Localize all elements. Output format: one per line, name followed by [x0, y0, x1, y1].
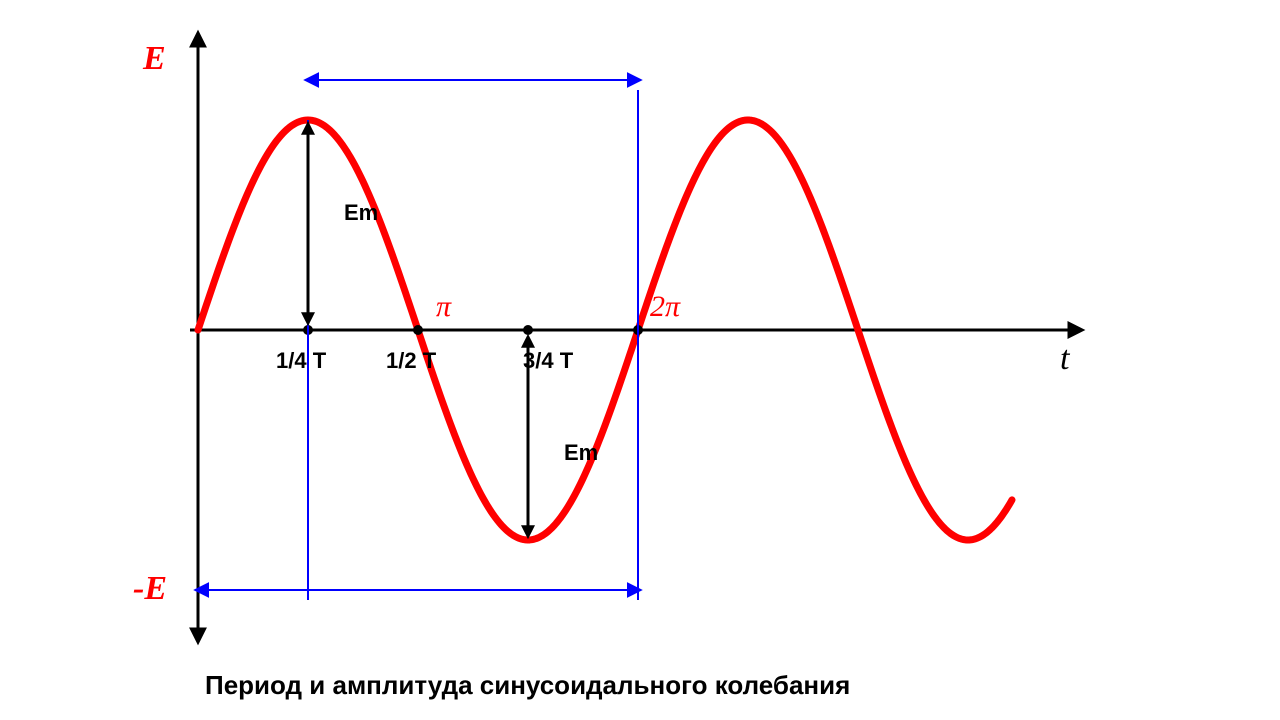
y-axis-label-negative: -E: [133, 570, 167, 608]
sine-diagram: E -E t 1/4 T 1/2 T 3/4 T π 2π Em Em Пери…: [0, 0, 1280, 720]
x-axis-label: t: [1060, 340, 1069, 378]
tick-three-quarter: 3/4 T: [523, 348, 573, 374]
tick-quarter: 1/4 T: [276, 348, 326, 374]
two-pi-label: 2π: [650, 290, 680, 324]
pi-label: π: [436, 290, 451, 324]
diagram-caption: Период и амплитуда синусоидального колеб…: [205, 670, 850, 701]
tick-half: 1/2 T: [386, 348, 436, 374]
em-label-lower: Em: [564, 440, 598, 466]
diagram-svg: [0, 0, 1280, 720]
y-axis-label-positive: E: [143, 40, 166, 78]
em-label-upper: Em: [344, 200, 378, 226]
